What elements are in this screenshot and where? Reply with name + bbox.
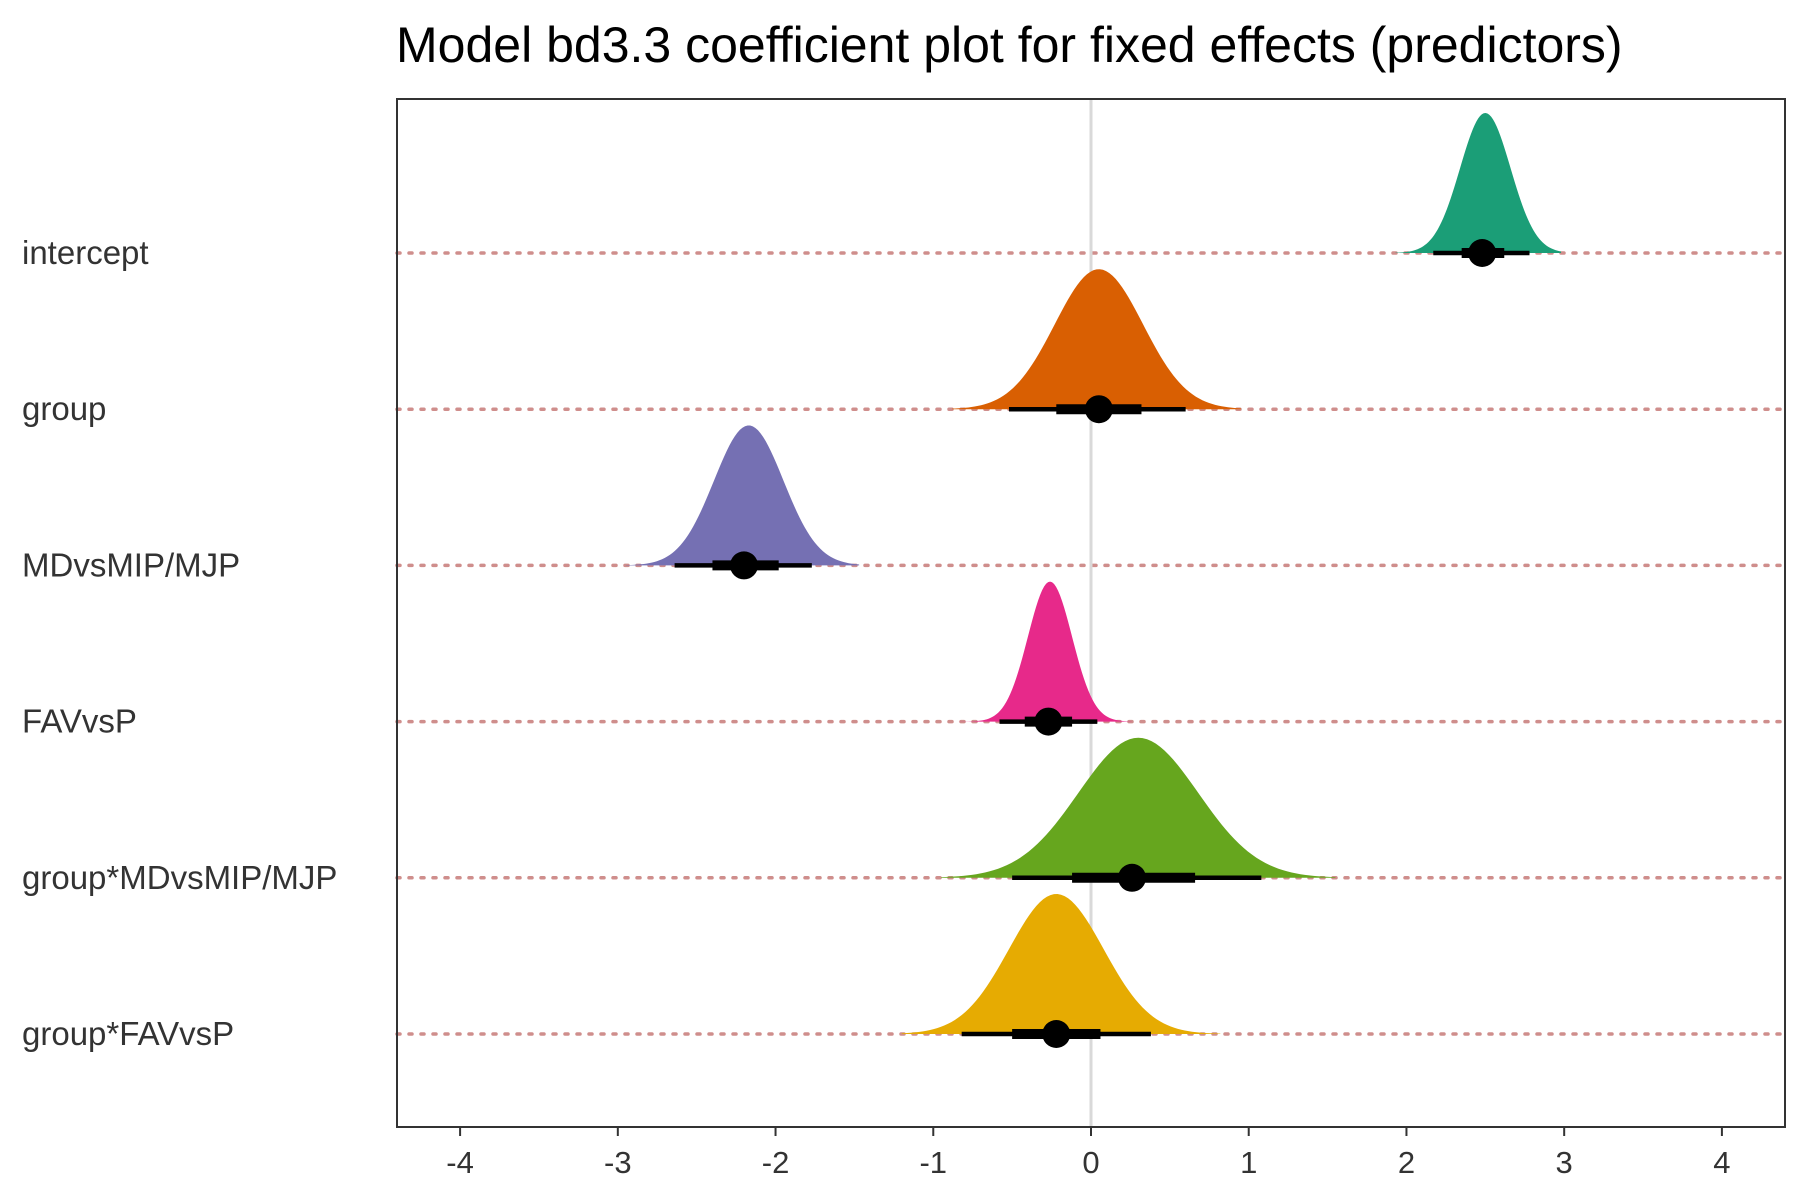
y-label-intercept: intercept — [22, 234, 149, 271]
median-point-group-mdvsmip-mjp — [1118, 863, 1147, 892]
median-point-group — [1084, 395, 1113, 424]
median-point-intercept — [1468, 239, 1497, 267]
y-label-mdvsmip-mjp: MDvsMIP/MJP — [22, 546, 240, 583]
x-tick-label: -1 — [919, 1145, 947, 1180]
density-group-mdvsmip-mjp — [941, 737, 1336, 878]
interval-layer — [674, 239, 1530, 1048]
x-tick-label: -3 — [604, 1145, 632, 1180]
y-label-group-favvsp: group*FAVvsP — [22, 1015, 234, 1052]
y-axis-labels: intercept group MDvsMIP/MJP FAVvsP group*MDv… — [22, 234, 337, 1052]
median-point-group-favvsp — [1042, 1020, 1071, 1048]
x-tick-label: 0 — [1082, 1145, 1099, 1180]
density-mdvsmip-mjp — [625, 425, 860, 566]
y-label-favvsp: FAVvsP — [22, 703, 137, 740]
x-tick-label: 3 — [1556, 1145, 1573, 1180]
y-label-group: group — [22, 390, 106, 427]
density-group-favvsp — [901, 894, 1221, 1034]
density-group — [952, 269, 1241, 410]
x-tick-label: 2 — [1398, 1145, 1415, 1180]
density-layer — [625, 113, 1562, 1034]
median-point-mdvsmip-mjp — [730, 551, 758, 580]
density-favvsp — [952, 581, 1133, 722]
x-tick-label: -2 — [762, 1145, 790, 1180]
y-label-group-mdvsmip-mjp: group*MDvsMIP/MJP — [22, 859, 337, 896]
x-tick-label: 1 — [1240, 1145, 1257, 1180]
x-tick-label: 4 — [1713, 1145, 1730, 1180]
x-tick-label: -4 — [446, 1145, 474, 1180]
chart-title: Model bd3.3 coefficient plot for fixed e… — [396, 17, 1623, 73]
density-intercept — [1395, 113, 1562, 253]
x-axis: -4 -3 -2 -1 0 1 2 3 4 — [446, 1127, 1731, 1180]
median-point-favvsp — [1034, 707, 1063, 736]
